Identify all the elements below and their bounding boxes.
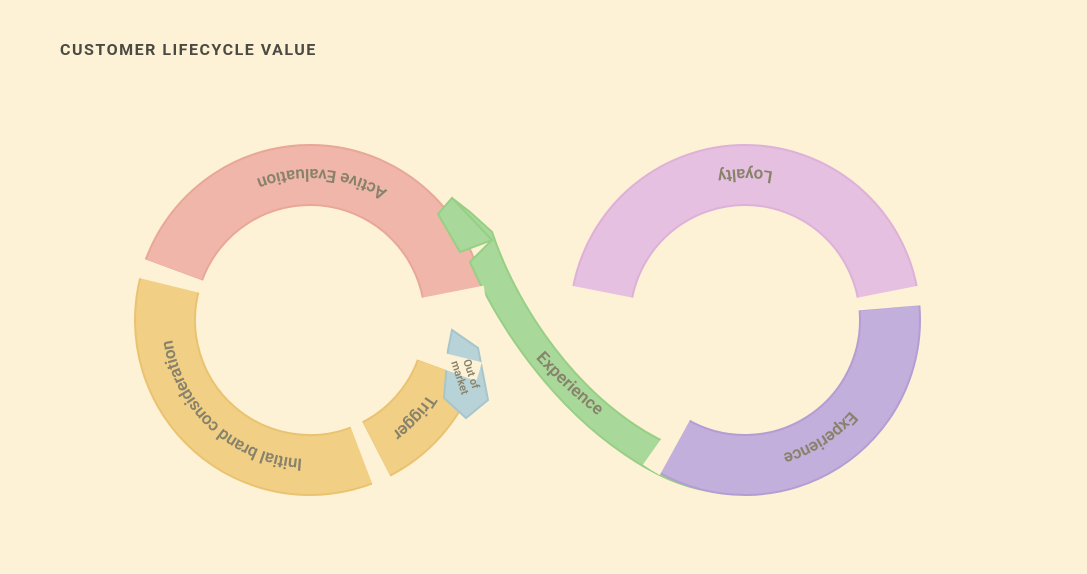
- lifecycle-diagram: Active EvaluationInitial brand considera…: [0, 0, 1087, 574]
- label-loyalty: Loyalty: [716, 164, 774, 187]
- page-title: CUSTOMER LIFECYCLE VALUE: [60, 40, 317, 59]
